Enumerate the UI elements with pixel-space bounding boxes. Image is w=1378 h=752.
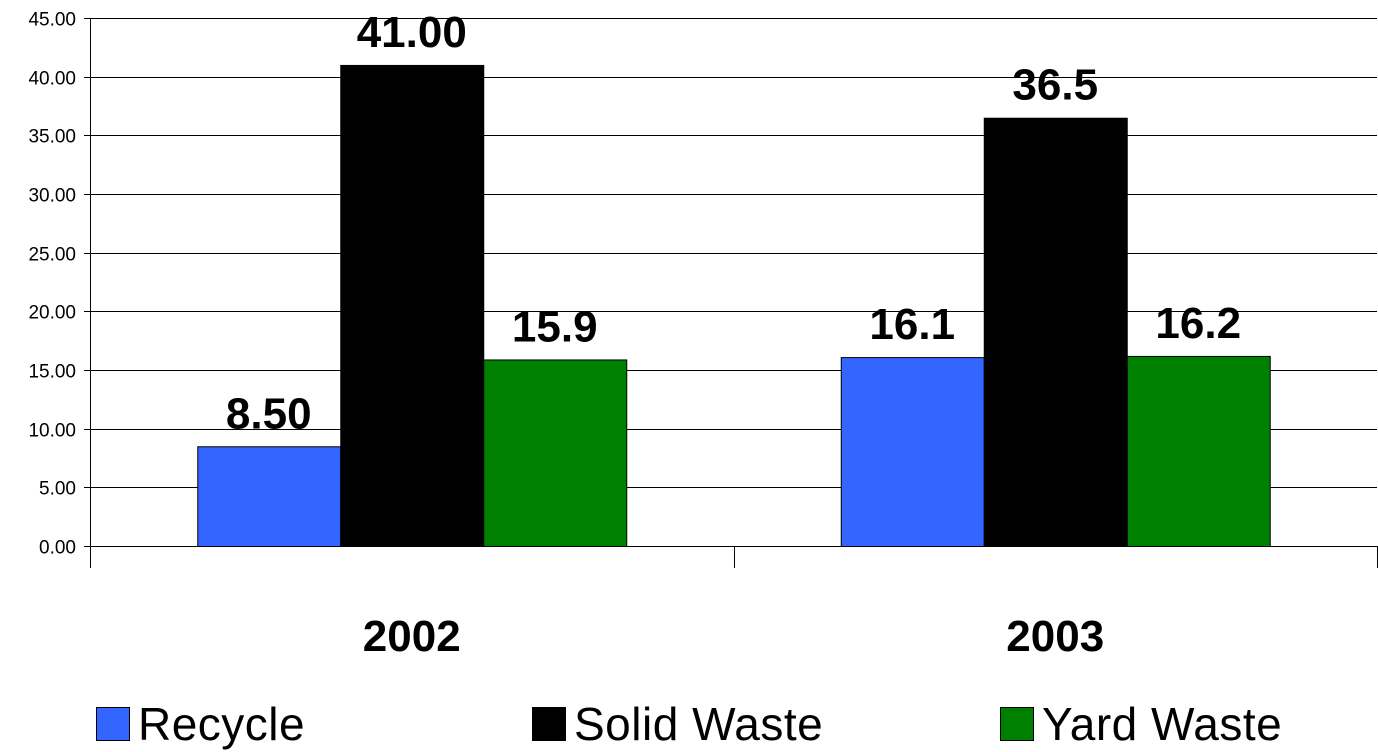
- y-tick-label: 5.00: [39, 479, 76, 500]
- legend-item-yard-waste: Yard Waste: [1000, 695, 1282, 752]
- y-tick-label: 0.00: [39, 538, 76, 559]
- bar-solid-waste-2003: [983, 117, 1128, 547]
- legend-item-solid-waste: Solid Waste: [532, 695, 823, 752]
- legend-swatch-recycle: [96, 706, 130, 741]
- y-tick-label: 40.00: [28, 69, 76, 90]
- y-tick-label: 45.00: [28, 10, 76, 31]
- data-labels: 8.50 41.00 15.9 16.1 36.5 16.2: [226, 8, 1241, 438]
- data-label: 36.5: [1012, 61, 1098, 110]
- data-label: 16.2: [1155, 299, 1241, 348]
- bar-solid-waste-2002: [340, 64, 485, 548]
- gridlines: [90, 18, 1377, 488]
- y-tick-label: 25.00: [28, 245, 76, 266]
- legend: Recycle Solid Waste Yard Waste: [0, 695, 1378, 752]
- legend-label-recycle: Recycle: [138, 697, 306, 750]
- bar-yard-waste-2002: [483, 359, 628, 547]
- y-axis-ticks: 0.00 5.00 10.00 15.00 20.00 25.00 30.00 35.00 40…: [28, 10, 90, 559]
- legend-label-yard-waste: Yard Waste: [1042, 697, 1283, 750]
- x-category-label: 2003: [1006, 612, 1104, 661]
- bar-recycle-2003: [840, 357, 985, 547]
- y-tick-label: 35.00: [28, 127, 76, 148]
- y-tick-label: 30.00: [28, 186, 76, 207]
- x-axis-categories: 2002 2003: [363, 612, 1104, 661]
- x-category-label: 2002: [363, 612, 461, 661]
- data-label: 41.00: [357, 8, 467, 57]
- y-tick-label: 10.00: [28, 421, 76, 442]
- y-tick-label: 20.00: [28, 303, 76, 324]
- data-label: 8.50: [226, 389, 312, 438]
- y-tick-label: 15.00: [28, 362, 76, 383]
- data-label: 16.1: [869, 300, 955, 349]
- legend-swatch-yard-waste: [1000, 706, 1034, 741]
- bar-yard-waste-2003: [1126, 355, 1271, 548]
- bars: [197, 64, 1271, 548]
- legend-swatch-solid-waste: [532, 706, 566, 741]
- data-label: 15.9: [512, 302, 598, 351]
- legend-label-solid-waste: Solid Waste: [574, 697, 824, 750]
- bar-recycle-2002: [197, 446, 342, 547]
- legend-item-recycle: Recycle: [96, 695, 305, 752]
